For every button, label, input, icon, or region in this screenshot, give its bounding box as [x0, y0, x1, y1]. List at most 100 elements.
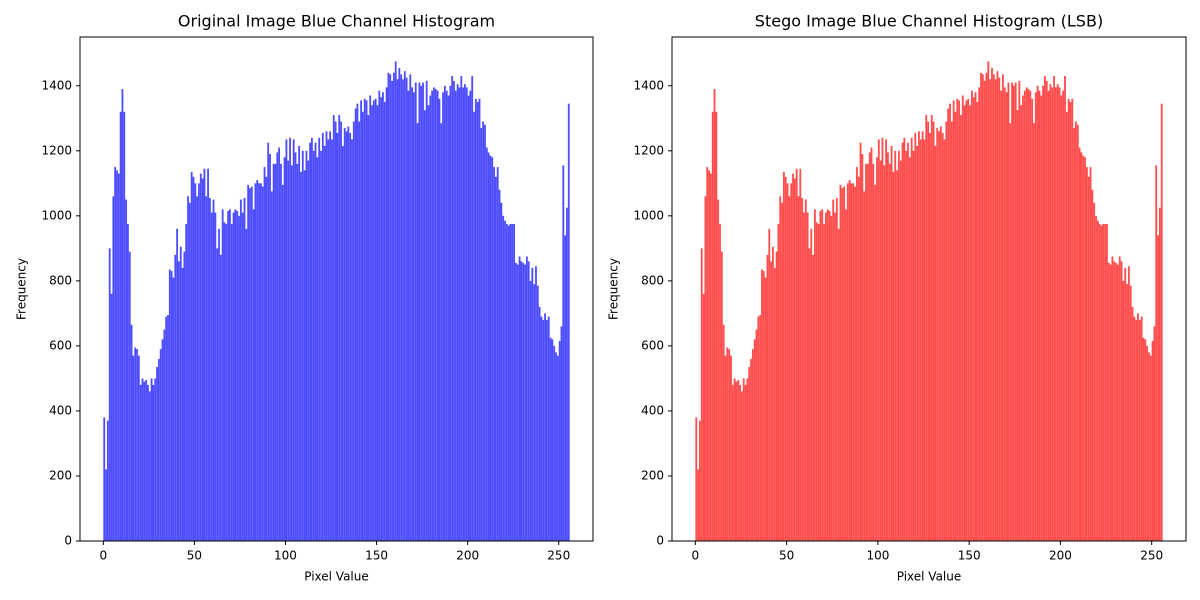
bar	[484, 124, 486, 541]
bar	[1027, 89, 1030, 541]
bar	[1098, 223, 1101, 541]
bar	[188, 202, 191, 541]
bar	[914, 132, 917, 541]
bar	[227, 210, 230, 541]
bar	[1107, 262, 1110, 541]
bar	[885, 139, 888, 541]
bar	[1146, 345, 1149, 541]
histogram-plot	[103, 61, 570, 542]
bar	[535, 266, 537, 541]
bar	[367, 115, 370, 542]
bar	[724, 355, 727, 541]
bar	[127, 223, 129, 541]
y-tick-label: 400	[641, 403, 664, 417]
bar	[509, 223, 512, 541]
bar	[544, 313, 546, 541]
bar	[967, 98, 970, 542]
bar	[500, 202, 503, 541]
bar	[562, 165, 565, 541]
bar	[542, 319, 545, 541]
bar	[143, 381, 146, 541]
bar	[221, 209, 224, 541]
bar	[855, 167, 858, 541]
bar	[349, 132, 352, 541]
bar	[739, 384, 741, 541]
bar	[303, 170, 306, 541]
bar	[321, 132, 324, 541]
bar	[969, 105, 971, 541]
bar	[907, 142, 909, 541]
bar	[103, 417, 106, 541]
bar	[797, 196, 800, 541]
bar	[238, 215, 240, 541]
bar	[764, 277, 767, 541]
bar	[116, 170, 118, 541]
bar	[1064, 76, 1066, 542]
bar	[336, 132, 339, 541]
bar	[1069, 102, 1072, 541]
bar	[389, 74, 392, 541]
bar	[1080, 152, 1083, 541]
bar	[152, 384, 155, 541]
bar	[296, 163, 299, 541]
bar	[405, 77, 408, 541]
bar	[533, 284, 536, 541]
bar	[156, 367, 158, 541]
bar	[278, 147, 281, 541]
bar	[230, 223, 233, 541]
bar	[1003, 87, 1006, 542]
bar	[1135, 319, 1138, 541]
bar	[507, 225, 510, 541]
bar	[1148, 352, 1150, 541]
bar	[976, 102, 979, 541]
bar	[157, 358, 160, 541]
bar	[485, 147, 488, 541]
bar	[1087, 176, 1090, 542]
x-tick-label: 0	[692, 549, 700, 563]
bar	[132, 355, 135, 541]
bar	[762, 271, 765, 541]
bar	[283, 157, 286, 541]
bar	[487, 152, 490, 541]
bar	[711, 111, 714, 541]
bar	[989, 79, 992, 541]
bar	[208, 197, 211, 541]
bar	[358, 121, 361, 542]
bar	[385, 87, 388, 542]
bar	[695, 417, 698, 541]
bar	[879, 160, 882, 542]
bar	[147, 384, 149, 541]
bar	[746, 378, 749, 541]
bar	[1038, 90, 1041, 541]
bar	[861, 154, 864, 542]
bar	[1096, 220, 1099, 541]
bar	[720, 251, 723, 541]
bar	[374, 98, 377, 542]
bar	[737, 380, 740, 541]
bar	[863, 191, 866, 542]
bar	[285, 139, 288, 541]
bar	[985, 72, 988, 542]
bar	[1054, 87, 1057, 542]
bar	[808, 248, 811, 541]
bar	[1045, 80, 1048, 541]
bar	[210, 212, 213, 541]
bar	[834, 212, 836, 541]
bar	[256, 180, 259, 541]
bar	[524, 264, 526, 541]
bar	[269, 154, 271, 542]
bar	[974, 92, 977, 542]
bar	[371, 105, 373, 541]
y-tick-label: 800	[49, 273, 72, 287]
bar	[947, 108, 950, 541]
bar	[493, 167, 495, 541]
bar	[203, 168, 206, 542]
bar	[841, 188, 844, 541]
bar	[1002, 74, 1004, 541]
bar	[812, 254, 815, 541]
bar	[938, 131, 940, 542]
bar	[706, 167, 709, 541]
bar	[540, 316, 543, 541]
bar	[1100, 225, 1103, 541]
bar	[1091, 189, 1094, 541]
